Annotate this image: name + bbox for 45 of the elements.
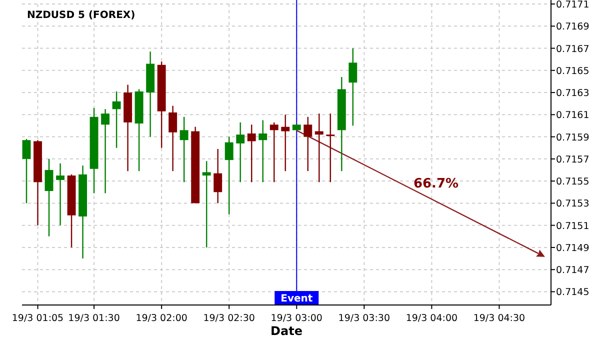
y-tick-label: 0.7145 [556,287,590,298]
annotation: 66.7% [413,176,459,192]
candlestick [101,108,110,194]
candlestick [214,148,222,204]
candlestick [56,162,64,226]
candlestick [44,158,54,237]
candlestick [247,124,256,183]
y-tick-label: 0.7161 [556,110,590,122]
y-tick-label: 0.7167 [556,44,590,55]
y-tick-label: 0.7159 [556,132,590,144]
x-tick-label: 19/3 04:30 [473,313,526,324]
x-tick-label: 19/3 02:00 [136,313,188,324]
ref-line-label: Event [280,294,313,304]
y-tick-label: 0.7147 [556,265,590,276]
y-tick-label: 0.7163 [556,88,590,100]
x-tick-label: 19/3 04:00 [406,313,458,324]
x-tick-label: 19/3 01:05 [12,313,64,324]
y-tick-label: 0.7151 [556,220,590,232]
candlestick [168,105,178,172]
candlestick [304,116,312,172]
x-axis-title: Date [270,324,302,338]
x-tick-label: 19/3 03:00 [270,313,322,324]
candlestick [236,122,245,183]
candlestick [258,120,268,183]
x-tick-label: 19/3 02:30 [203,313,255,324]
text: NZDUSD 5 (FOREX) [27,10,136,21]
x-tick-label: 19/3 01:30 [68,313,120,324]
y-tick-label: 0.7155 [556,176,590,188]
candlestick [314,112,324,183]
candlestick [348,48,358,126]
y-tick-label: 0.7157 [556,154,590,166]
y-tick-label: 0.7169 [556,22,590,33]
candlestick [270,122,278,183]
y-tick-label: 0.7165 [556,66,590,77]
candlestick [202,160,211,248]
y-tick-label: 0.7149 [556,242,590,254]
candlestick [224,136,234,215]
candlestick [180,116,188,183]
candlestick [22,138,31,204]
candlestick [326,112,335,183]
candlestick [281,114,290,172]
y-tick-label: 0.7171 [556,0,590,10]
candlestick [112,90,121,148]
y-tick-label: 0.7153 [556,198,590,210]
x-tick-label: 19/3 03:30 [338,313,390,324]
